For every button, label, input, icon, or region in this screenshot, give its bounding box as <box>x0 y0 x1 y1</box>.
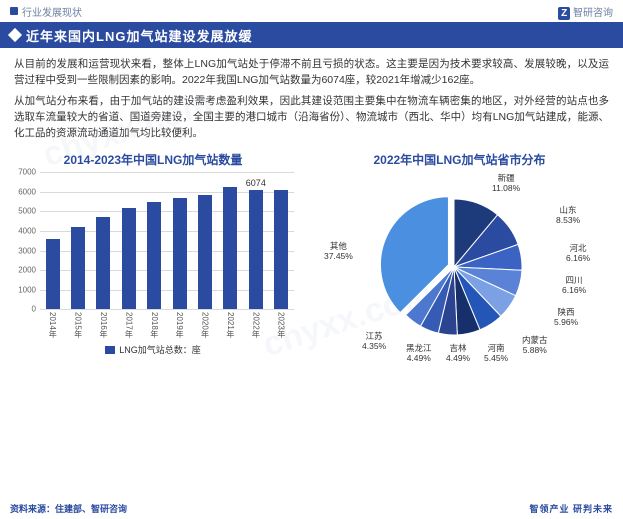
pie-slice-label: 吉林4.49% <box>446 344 470 363</box>
pie-slice-label: 四川6.16% <box>562 276 586 295</box>
bar-column: 2022年6074 <box>244 190 267 309</box>
x-axis-label: 2017年 <box>123 312 134 338</box>
x-axis-label: 2016年 <box>98 312 109 338</box>
x-axis-label: 2015年 <box>73 312 84 338</box>
bar <box>46 239 60 309</box>
bar <box>71 227 85 309</box>
pie-slice-label: 新疆11.08% <box>492 174 520 193</box>
bar-chart: 01000200030004000500060007000 2014年2015年… <box>8 172 298 337</box>
pie-chart: 新疆11.08% 山东8.53% 河北6.16% 四川6.16% 陕西5.96% 内蒙古5… <box>304 172 604 372</box>
gridline <box>40 309 294 310</box>
bar-callout: 6074 <box>246 178 266 188</box>
category-icon <box>10 7 18 15</box>
x-axis-label: 2022年 <box>250 312 261 338</box>
bar <box>198 195 212 309</box>
logo-icon: Z <box>558 7 570 20</box>
y-axis-label: 0 <box>8 305 36 314</box>
bar-column: 2018年 <box>143 202 166 310</box>
bar-legend: LNG加气站总数：座 <box>8 343 298 356</box>
pie-slice-label: 内蒙古5.88% <box>522 336 548 355</box>
title-bar: 近年来国内LNG加气站建设发展放缓 <box>0 22 623 48</box>
y-axis-label: 5000 <box>8 207 36 216</box>
y-axis-label: 4000 <box>8 227 36 236</box>
bar-column: 2021年 <box>219 187 242 309</box>
y-axis-label: 7000 <box>8 168 36 177</box>
x-axis-label: 2018年 <box>149 312 160 338</box>
bar-chart-title: 2014-2023年中国LNG加气站数量 <box>8 151 298 168</box>
bar <box>122 208 136 310</box>
bar <box>223 187 237 309</box>
bar <box>249 190 263 309</box>
bar-column: 2016年 <box>92 217 115 309</box>
pie-chart-panel: 2022年中国LNG加气站省市分布 新疆11.08% 山东8.53% 河北6.16%… <box>304 149 615 372</box>
top-bar: 行业发展现状 Z 智研咨询 <box>0 0 623 22</box>
legend-swatch <box>105 346 115 354</box>
category-label: 行业发展现状 <box>22 4 82 19</box>
y-axis-label: 3000 <box>8 246 36 255</box>
page-root: chyxx.com chyxx.com 行业发展现状 Z 智研咨询 近年来国内L… <box>0 0 623 519</box>
pie-slice-label: 江苏4.35% <box>362 332 386 351</box>
footer-brand: 智领产业 研判未来 <box>529 502 613 515</box>
pie-slice-label: 山东8.53% <box>556 206 580 225</box>
bar-column: 2020年 <box>194 195 217 309</box>
pie-slice-label: 河北6.16% <box>566 244 590 263</box>
y-axis-label: 1000 <box>8 285 36 294</box>
diamond-icon <box>8 28 22 42</box>
pie-chart-title: 2022年中国LNG加气站省市分布 <box>304 151 615 168</box>
legend-text: LNG加气站总数：座 <box>119 343 201 356</box>
paragraph-1: 从目前的发展和运营现状来看，整体上LNG加气站处于停滞不前且亏损的状态。这主要是… <box>14 56 609 89</box>
bar-column: 2017年 <box>117 208 140 310</box>
x-axis-label: 2023年 <box>276 312 287 338</box>
pie-slice-label: 其他37.45% <box>324 242 353 261</box>
page-title: 近年来国内LNG加气站建设发展放缓 <box>26 26 252 45</box>
brand-top: Z 智研咨询 <box>558 4 613 19</box>
pie-slice-label: 河南5.45% <box>484 344 508 363</box>
bar <box>147 202 161 310</box>
bar <box>173 198 187 310</box>
x-axis-label: 2014年 <box>47 312 58 338</box>
x-axis-label: 2019年 <box>174 312 185 338</box>
pie-svg <box>364 177 544 357</box>
bar <box>274 190 288 309</box>
bar-chart-panel: 2014-2023年中国LNG加气站数量 0 1000 2000 3000 4000 50… <box>8 149 298 372</box>
y-axis-label: 2000 <box>8 266 36 275</box>
brand-top-text: 智研咨询 <box>573 8 613 19</box>
pie-slice-label: 陕西5.96% <box>554 308 578 327</box>
x-axis-label: 2020年 <box>200 312 211 338</box>
bottom-bar: 资料来源：住建部、智研咨询 智领产业 研判未来 <box>0 497 623 519</box>
paragraph-2: 从加气站分布来看，由于加气站的建设需考虑盈利效果，因此其建设范围主要集中在物流车… <box>14 93 609 142</box>
bar-column: 2014年 <box>41 239 64 309</box>
charts-row: 2014-2023年中国LNG加气站数量 0 1000 2000 3000 4000 50… <box>0 149 623 372</box>
y-axis-label: 6000 <box>8 187 36 196</box>
pie-slice-label: 黑龙江4.49% <box>406 344 432 363</box>
bar-column: 2015年 <box>67 227 90 309</box>
bar-column: 2019年 <box>168 198 191 310</box>
source-text: 资料来源：住建部、智研咨询 <box>10 502 127 515</box>
bars-container: 2014年2015年2016年2017年2018年2019年2020年2021年… <box>40 172 294 309</box>
x-axis-label: 2021年 <box>225 312 236 338</box>
body-text: 从目前的发展和运营现状来看，整体上LNG加气站处于停滞不前且亏损的状态。这主要是… <box>0 48 623 149</box>
bar <box>96 217 110 309</box>
bar-column: 2023年 <box>270 190 293 309</box>
